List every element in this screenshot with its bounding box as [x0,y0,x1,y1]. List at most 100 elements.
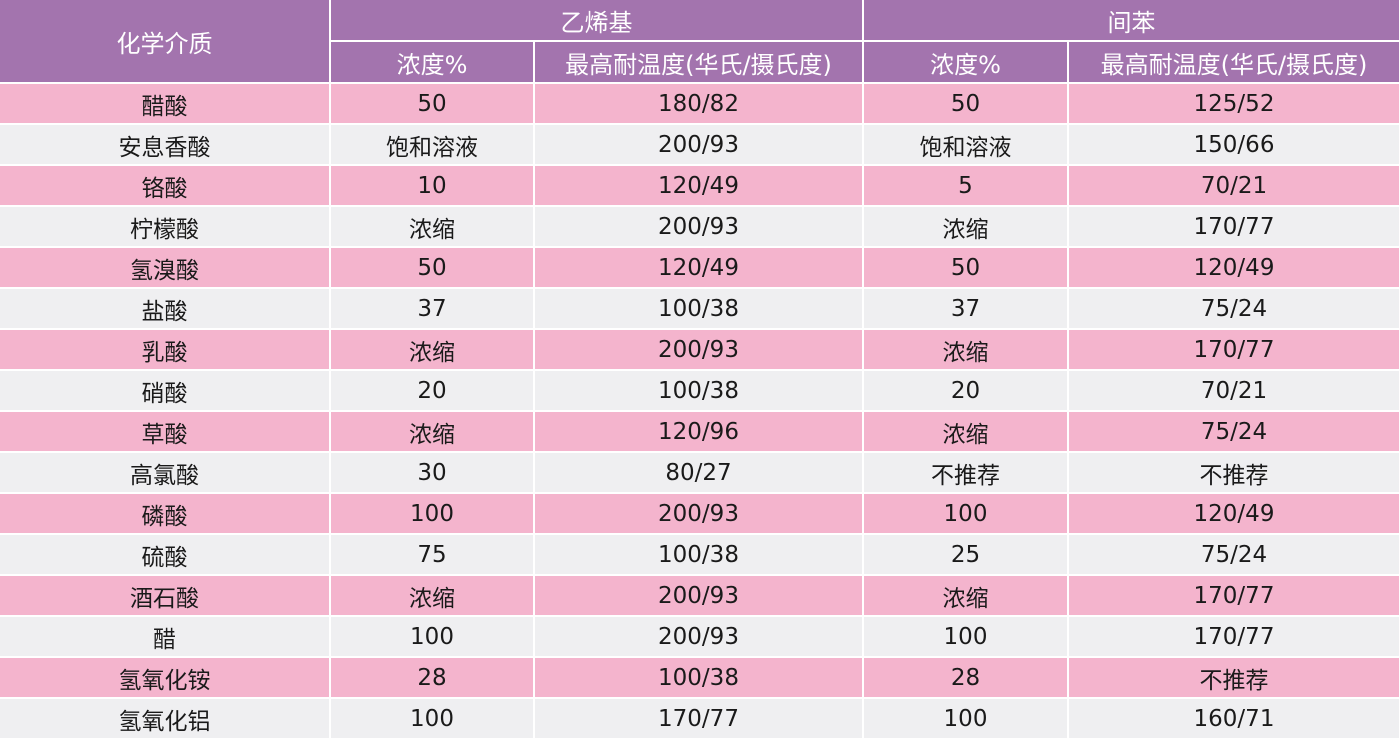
cell-vinyl-concentration: 100 [331,494,535,535]
cell-vinyl-concentration: 浓缩 [331,330,535,371]
table-row: 安息香酸 饱和溶液 200/93 饱和溶液 150/66 [0,125,1399,166]
cell-isophthalic-max-temp: 70/21 [1069,166,1399,207]
cell-vinyl-concentration: 37 [331,289,535,330]
cell-vinyl-concentration: 50 [331,84,535,125]
cell-isophthalic-concentration: 浓缩 [864,330,1069,371]
cell-vinyl-max-temp: 200/93 [535,494,864,535]
cell-vinyl-concentration: 10 [331,166,535,207]
cell-vinyl-max-temp: 100/38 [535,371,864,412]
cell-vinyl-concentration: 30 [331,453,535,494]
cell-vinyl-concentration: 浓缩 [331,576,535,617]
cell-isophthalic-max-temp: 150/66 [1069,125,1399,166]
table-row: 醋酸 50 180/82 50 125/52 [0,84,1399,125]
cell-medium: 铬酸 [0,166,331,207]
cell-vinyl-max-temp: 80/27 [535,453,864,494]
cell-vinyl-concentration: 20 [331,371,535,412]
cell-isophthalic-concentration: 不推荐 [864,453,1069,494]
cell-isophthalic-max-temp: 75/24 [1069,289,1399,330]
cell-isophthalic-max-temp: 75/24 [1069,412,1399,453]
cell-isophthalic-max-temp: 120/49 [1069,494,1399,535]
cell-isophthalic-max-temp: 75/24 [1069,535,1399,576]
cell-isophthalic-concentration: 28 [864,658,1069,699]
cell-vinyl-concentration: 100 [331,617,535,658]
cell-medium: 醋 [0,617,331,658]
cell-medium: 盐酸 [0,289,331,330]
table-row: 氢氧化铝 100 170/77 100 160/71 [0,699,1399,740]
cell-medium: 高氯酸 [0,453,331,494]
cell-medium: 氢溴酸 [0,248,331,289]
cell-medium: 草酸 [0,412,331,453]
cell-vinyl-max-temp: 200/93 [535,576,864,617]
cell-vinyl-max-temp: 120/49 [535,166,864,207]
cell-isophthalic-concentration: 5 [864,166,1069,207]
table-header: 化学介质 乙烯基 间苯 浓度% 最高耐温度(华氏/摄氏度) 浓度% 最高耐温度(… [0,0,1399,84]
cell-medium: 安息香酸 [0,125,331,166]
header-vinyl-max-temp: 最高耐温度(华氏/摄氏度) [535,42,864,84]
cell-isophthalic-max-temp: 170/77 [1069,330,1399,371]
cell-medium: 硝酸 [0,371,331,412]
cell-isophthalic-max-temp: 125/52 [1069,84,1399,125]
table-row: 乳酸 浓缩 200/93 浓缩 170/77 [0,330,1399,371]
header-group-vinyl: 乙烯基 [331,0,864,42]
cell-vinyl-concentration: 饱和溶液 [331,125,535,166]
cell-isophthalic-max-temp: 160/71 [1069,699,1399,740]
table-row: 铬酸 10 120/49 5 70/21 [0,166,1399,207]
cell-isophthalic-concentration: 饱和溶液 [864,125,1069,166]
table-row: 氢氧化铵 28 100/38 28 不推荐 [0,658,1399,699]
header-row-subcolumns: 浓度% 最高耐温度(华氏/摄氏度) 浓度% 最高耐温度(华氏/摄氏度) [0,42,1399,84]
cell-vinyl-concentration: 28 [331,658,535,699]
cell-medium: 氢氧化铝 [0,699,331,740]
table-row: 高氯酸 30 80/27 不推荐 不推荐 [0,453,1399,494]
cell-isophthalic-concentration: 50 [864,248,1069,289]
header-chemical-medium: 化学介质 [0,0,331,84]
cell-medium: 磷酸 [0,494,331,535]
cell-medium: 氢氧化铵 [0,658,331,699]
cell-isophthalic-max-temp: 不推荐 [1069,658,1399,699]
cell-isophthalic-concentration: 浓缩 [864,576,1069,617]
cell-isophthalic-concentration: 100 [864,617,1069,658]
cell-vinyl-concentration: 浓缩 [331,412,535,453]
table-body: 醋酸 50 180/82 50 125/52 安息香酸 饱和溶液 200/93 饱和溶液 150/… [0,84,1399,740]
cell-vinyl-max-temp: 100/38 [535,658,864,699]
cell-vinyl-max-temp: 200/93 [535,207,864,248]
cell-medium: 酒石酸 [0,576,331,617]
table-row: 酒石酸 浓缩 200/93 浓缩 170/77 [0,576,1399,617]
cell-isophthalic-concentration: 100 [864,494,1069,535]
cell-isophthalic-concentration: 浓缩 [864,207,1069,248]
cell-vinyl-max-temp: 200/93 [535,330,864,371]
cell-vinyl-max-temp: 120/96 [535,412,864,453]
header-vinyl-concentration: 浓度% [331,42,535,84]
table-row: 柠檬酸 浓缩 200/93 浓缩 170/77 [0,207,1399,248]
cell-medium: 柠檬酸 [0,207,331,248]
header-isophthalic-concentration: 浓度% [864,42,1069,84]
cell-vinyl-max-temp: 200/93 [535,125,864,166]
cell-medium: 乳酸 [0,330,331,371]
cell-vinyl-max-temp: 170/77 [535,699,864,740]
cell-vinyl-max-temp: 100/38 [535,289,864,330]
cell-isophthalic-concentration: 37 [864,289,1069,330]
cell-isophthalic-max-temp: 120/49 [1069,248,1399,289]
cell-medium: 醋酸 [0,84,331,125]
cell-vinyl-concentration: 75 [331,535,535,576]
cell-isophthalic-concentration: 50 [864,84,1069,125]
header-isophthalic-max-temp: 最高耐温度(华氏/摄氏度) [1069,42,1399,84]
table-row: 醋 100 200/93 100 170/77 [0,617,1399,658]
cell-isophthalic-concentration: 20 [864,371,1069,412]
cell-vinyl-max-temp: 180/82 [535,84,864,125]
table-row: 硝酸 20 100/38 20 70/21 [0,371,1399,412]
cell-vinyl-concentration: 浓缩 [331,207,535,248]
table-row: 草酸 浓缩 120/96 浓缩 75/24 [0,412,1399,453]
header-row-groups: 化学介质 乙烯基 间苯 [0,0,1399,84]
cell-isophthalic-max-temp: 170/77 [1069,617,1399,658]
cell-medium: 硫酸 [0,535,331,576]
cell-vinyl-concentration: 100 [331,699,535,740]
table-row: 氢溴酸 50 120/49 50 120/49 [0,248,1399,289]
cell-isophthalic-concentration: 25 [864,535,1069,576]
cell-vinyl-max-temp: 200/93 [535,617,864,658]
cell-isophthalic-max-temp: 不推荐 [1069,453,1399,494]
cell-vinyl-max-temp: 100/38 [535,535,864,576]
cell-vinyl-max-temp: 120/49 [535,248,864,289]
cell-isophthalic-max-temp: 70/21 [1069,371,1399,412]
header-group-isophthalic: 间苯 [864,0,1399,42]
